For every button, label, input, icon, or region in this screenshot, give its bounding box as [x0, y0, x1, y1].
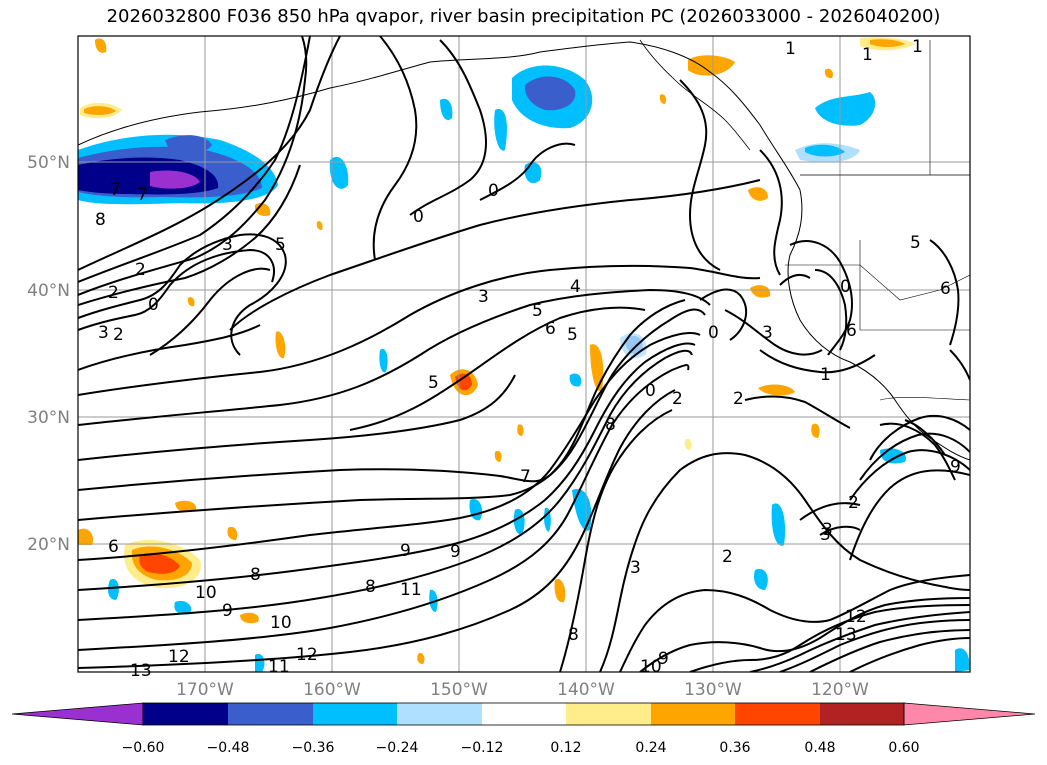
contour-label: 11: [400, 580, 422, 600]
contour-label: 9: [450, 542, 461, 562]
map-title: 2026032800 F036 850 hPa qvapor, river ba…: [106, 6, 941, 27]
colorbar-bin: [820, 703, 904, 725]
colorbar-label: 0.24: [635, 740, 666, 756]
contour-label: 9: [222, 601, 233, 621]
contour-label: 0: [840, 277, 851, 297]
lat-axis: 50°N 40°N 30°N 20°N: [27, 153, 70, 555]
contour-label: 12: [168, 647, 190, 667]
contour-label: 5: [567, 325, 578, 345]
colorbar-label: 0.36: [719, 740, 750, 756]
map-frame: [77, 35, 971, 673]
contour-label: 9: [658, 649, 669, 669]
contour-label: 2: [135, 260, 146, 280]
contour-label: 5: [532, 301, 543, 321]
lat-tick: 20°N: [27, 535, 70, 555]
contour-label: 2: [733, 389, 744, 409]
colorbar-bin: [397, 703, 482, 725]
contour-label: 6: [940, 279, 951, 299]
contour-label: 10: [270, 613, 292, 633]
contour-label: 2: [672, 389, 683, 409]
contour-label: 2: [848, 493, 859, 513]
contour-label: 5: [910, 233, 921, 253]
contour-label: 3: [478, 287, 489, 307]
colorbar-bin: [143, 703, 228, 725]
contour-label: 9: [400, 541, 411, 561]
contour-label: 5: [275, 235, 286, 255]
lat-tick: 50°N: [27, 153, 70, 173]
colorbar-bin: [566, 703, 651, 725]
contour-label: 3: [762, 323, 773, 343]
colorbar-extend-low: [11, 702, 144, 726]
lon-axis: 170°W 160°W 150°W 140°W 130°W 120°W: [176, 680, 869, 700]
contour-label: 5: [428, 373, 439, 393]
contour-label: 3: [820, 525, 831, 545]
contour-label: 8: [95, 210, 106, 230]
contour-label: 1: [862, 45, 873, 65]
pc-shading: [78, 37, 970, 672]
coastlines: [78, 39, 970, 461]
contour-label: 3: [222, 235, 233, 255]
contour-label: 8: [250, 565, 261, 585]
colorbar-label: 0.60: [888, 740, 919, 756]
contour-label: 3: [98, 323, 109, 343]
lat-tick: 40°N: [27, 281, 70, 301]
contour-label: 0: [645, 381, 656, 401]
contour-label: 3: [630, 558, 641, 578]
colorbar-bin: [228, 703, 313, 725]
contour-label: 1: [912, 37, 923, 57]
contour-label: 2: [108, 283, 119, 303]
lon-tick: 150°W: [430, 680, 488, 700]
colorbar-label: −0.60: [122, 740, 165, 756]
contour-label: 0: [488, 181, 499, 201]
contour-label: 6: [545, 319, 556, 339]
contour-label: 12: [296, 645, 318, 665]
contour-label: 0: [708, 323, 719, 343]
contour-label: 9: [950, 457, 961, 477]
contour-label: 2: [113, 325, 124, 345]
contour-label: 12: [845, 607, 867, 627]
contour-label: 4: [570, 277, 581, 297]
lon-tick: 170°W: [176, 680, 234, 700]
contour-label: 7: [110, 180, 121, 200]
lat-tick: 30°N: [27, 408, 70, 428]
contour-label: 8: [605, 415, 616, 435]
lon-tick: 120°W: [811, 680, 869, 700]
colorbar-bin: [735, 703, 820, 725]
colorbar-label: 0.48: [804, 740, 835, 756]
contour-label: 3: [822, 520, 833, 540]
colorbar-extend-high: [903, 702, 1036, 726]
contour-label: 6: [846, 321, 857, 341]
graticule: [78, 36, 970, 672]
contour-label: 2: [722, 547, 733, 567]
contour-label: 7: [137, 185, 148, 205]
contour-label: 6: [108, 537, 119, 557]
lon-tick: 130°W: [684, 680, 742, 700]
contour-labels: 1 1 1 0 0 3 5 2 2 0 3 2 8 7 3 4 5 6 5 5 …: [95, 37, 961, 681]
colorbar-label: −0.36: [292, 740, 335, 756]
colorbar-label: 0.12: [550, 740, 581, 756]
colorbar-label: −0.24: [376, 740, 419, 756]
colorbar-bin: [651, 703, 735, 725]
colorbar-bin: [482, 703, 566, 725]
colorbar-bin: [313, 703, 397, 725]
colorbar: −0.60 −0.48 −0.36 −0.24 −0.12 0.12 0.24 …: [11, 702, 1036, 756]
lon-tick: 140°W: [557, 680, 615, 700]
contour-label: 0: [148, 295, 159, 315]
qvapor-contours: [78, 36, 970, 672]
colorbar-label: −0.12: [461, 740, 504, 756]
contour-label: 1: [785, 39, 796, 59]
contour-label: 10: [195, 583, 217, 603]
contour-label: 7: [520, 467, 531, 487]
colorbar-label: −0.48: [207, 740, 250, 756]
contour-label: 11: [268, 657, 290, 677]
lon-tick: 160°W: [303, 680, 361, 700]
contour-label: 8: [365, 577, 376, 597]
contour-label: 13: [130, 661, 152, 681]
contour-label: 0: [413, 207, 424, 227]
contour-label: 13: [835, 625, 857, 645]
contour-label: 1: [820, 365, 831, 385]
contour-label: 10: [640, 657, 662, 677]
contour-label: 8: [568, 625, 579, 645]
